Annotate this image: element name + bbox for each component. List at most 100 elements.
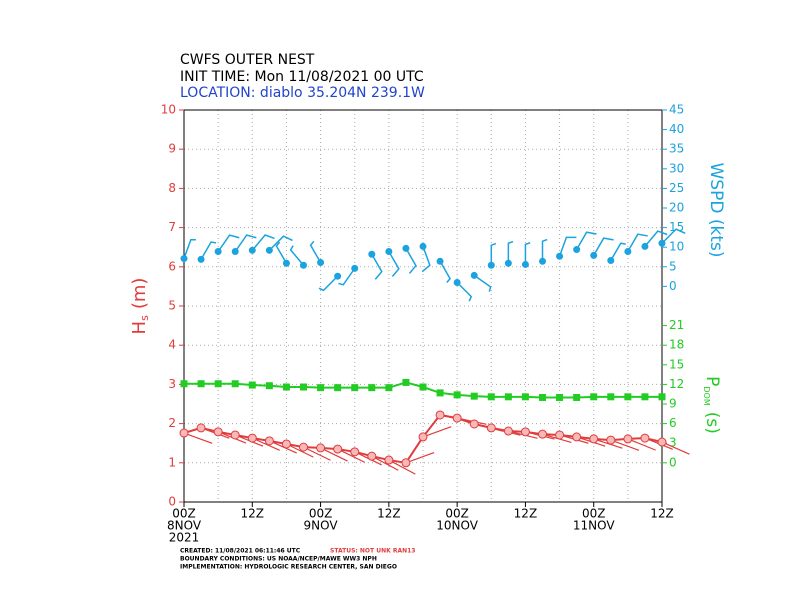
wave-direction [320,447,348,462]
point [453,391,461,399]
point [247,433,257,443]
point [231,380,239,388]
point [282,383,290,391]
point [521,260,529,268]
y2-tick-label: 25 [669,181,684,195]
point [504,259,512,267]
point [368,250,376,258]
x-tick-label: 12Z [650,507,674,521]
point [317,258,325,266]
point [521,393,529,401]
y-tick-label: 5 [168,299,176,313]
wind-barb [558,236,577,257]
point [419,383,427,391]
wind-barb [183,239,196,259]
y2-tick-label: 20 [669,201,684,215]
wind-barb [309,240,322,263]
point [470,271,478,279]
wind-barb [644,230,668,247]
y2-tick-label: 35 [669,142,684,156]
point [402,378,410,386]
point [281,439,291,449]
point [504,393,512,401]
point [367,451,377,461]
x-tick-label: 00Z [582,507,606,521]
point [180,255,188,263]
y-tick-label: 1 [168,455,176,469]
wave-direction [337,448,365,463]
y3-label-main: P [702,376,722,386]
y2-tick-label: 0 [669,279,677,293]
point [214,248,222,256]
point [334,384,342,392]
point [658,393,666,401]
y-tick-label: 10 [161,103,176,117]
y-tick-label: 2 [168,416,176,430]
x-date-label: 10NOV [436,519,478,533]
y-tick-label: 7 [168,220,176,234]
x-date-label: 9NOV [304,519,339,533]
x-year-label: 2021 [169,531,200,545]
point [385,384,393,392]
y2-tick-label: 45 [669,103,684,117]
wave-direction [388,459,416,475]
point [590,393,598,401]
y3-tick-label: 9 [669,397,677,411]
point [213,427,223,437]
wave-direction [422,426,452,438]
y3-tick-label: 6 [669,416,677,430]
point [590,251,598,259]
y3-tick-label: 15 [669,357,684,371]
point [436,389,444,397]
wind-barb [473,274,492,292]
wind-barb [490,242,497,266]
x-tick-label: 00Z [309,507,333,521]
wind-barb [421,246,431,273]
point [556,252,564,260]
wave-direction [286,443,314,458]
point [196,423,206,433]
chart-subtitle: INIT TIME: Mon 11/08/2021 00 UTC [180,69,424,85]
point [607,257,615,265]
wave-direction [303,446,331,461]
point [556,393,564,401]
x-date-label: 8NOV [167,519,202,533]
point [657,437,667,447]
wind-barb [275,241,288,264]
point [265,382,273,390]
wind-barb [507,240,514,264]
wind-barb [289,245,305,266]
point [230,430,240,440]
y-label-main: H [129,321,150,335]
point [350,447,360,457]
y-axis-label: Hs (m) [129,278,151,335]
footer-boundary: BOUNDARY CONDITIONS: US NOAA/NCEP/MAWE W… [180,556,377,563]
x-tick-label: 12Z [514,507,538,521]
point [333,444,343,454]
point [503,426,513,436]
wind-barb [524,242,531,265]
point [334,272,342,280]
wave-direction [661,441,690,455]
wind-barb [593,237,614,256]
location: LOCATION: diablo 35.204N 239.1W [180,85,425,101]
wind-barb [456,281,473,302]
wind-barb [217,234,240,252]
wind-barb [575,231,597,250]
y-tick-label: 4 [168,338,176,352]
point [384,455,394,465]
wind-barb [371,253,383,280]
point [487,261,495,269]
x-tick-label: 00Z [172,507,196,521]
point [197,255,205,263]
point [641,242,649,250]
point [607,393,615,401]
y3-label-unit: (s) [702,412,722,434]
y-label-sub: s [138,315,151,321]
point [197,380,205,388]
point [419,242,427,250]
wind-barb [661,228,686,244]
y-tick-label: 9 [168,142,176,156]
chart-title: CWFS OUTER NEST [180,52,315,68]
